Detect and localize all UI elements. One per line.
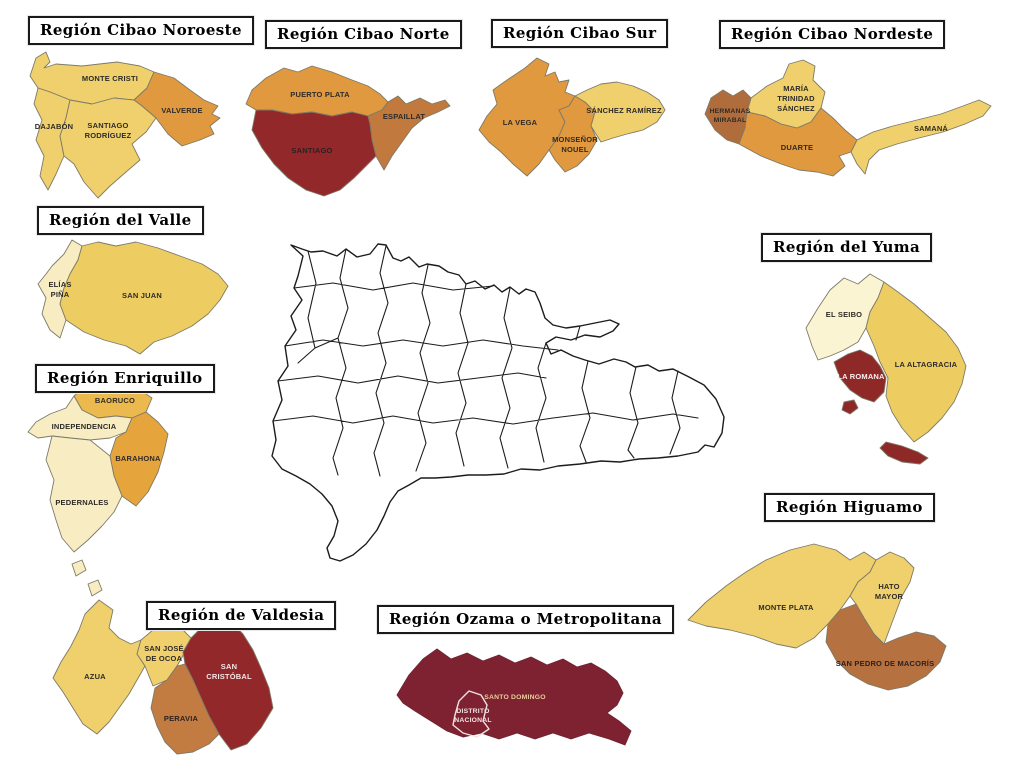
label-azua: AZUA [84, 672, 106, 681]
label-san-pedro-de-macoris: SAN PEDRO DE MACORÍS [836, 659, 935, 668]
label-sanchez-ramirez: SÁNCHEZ RAMÍREZ [586, 106, 662, 115]
label-la-romana: LA ROMANA [837, 372, 885, 381]
map-enriquillo: BAORUCO INDEPENDENCIA BARAHONA PEDERNALE… [22, 368, 202, 603]
map-yuma: EL SEIBO LA ALTAGRACIA LA ROMANA [778, 266, 992, 470]
region-title-valle: Región del Valle [37, 206, 204, 235]
province-duarte [738, 107, 858, 177]
region-title-valdesia: Región de Valdesia [146, 601, 337, 630]
label-distrito-nacional-1: DISTRITO [456, 708, 489, 715]
region-title-cibao-norte: Región Cibao Norte [265, 20, 462, 49]
label-duarte: DUARTE [781, 143, 813, 152]
label-santo-domingo: SANTO DOMINGO [484, 694, 545, 701]
label-santiago-rodriguez-1: SANTIAGO [87, 121, 128, 130]
map-higuamo: MONTE PLATA HATO MAYOR SAN PEDRO DE MACO… [678, 524, 968, 716]
region-title-higuamo: Región Higuamo [764, 493, 935, 522]
label-la-vega: LA VEGA [503, 118, 538, 127]
label-hato-mayor-2: MAYOR [875, 592, 904, 601]
province-pedernales [45, 435, 123, 553]
region-title-cibao-nordeste: Región Cibao Nordeste [719, 20, 946, 49]
province-san-juan [59, 241, 229, 355]
province-hermanas-mirabal [704, 89, 752, 145]
province-samana [850, 99, 992, 175]
label-hermanas-mirabal-1: HERMANAS [710, 108, 751, 115]
province-santiago [251, 109, 377, 197]
label-valverde: VALVERDE [161, 106, 202, 115]
label-hermanas-mirabal-2: MIRABAL [714, 117, 747, 124]
label-la-altagracia: LA ALTAGRACIA [895, 360, 958, 369]
label-puerto-plata: PUERTO PLATA [290, 90, 350, 99]
province-santiago-rodriguez [59, 97, 157, 199]
label-santiago: SANTIAGO [291, 146, 332, 155]
label-pedernales: PEDERNALES [55, 498, 108, 507]
map-cibao-sur: LA VEGA MONSEÑOR NOUEL SÁNCHEZ RAMÍREZ [463, 50, 680, 198]
distrito-nacional-outline [452, 690, 490, 738]
province-azua [52, 599, 146, 735]
label-santiago-rodriguez-2: RODRÍGUEZ [85, 131, 132, 140]
label-samana: SAMANÁ [914, 124, 948, 133]
label-monte-plata: MONTE PLATA [758, 603, 814, 612]
map-cibao-norte: PUERTO PLATA ESPAILLAT SANTIAGO [240, 52, 457, 205]
label-elias-pina-1: ELÍAS [48, 280, 71, 289]
beata-islet [87, 579, 103, 597]
label-maria-trinidad-sanchez-1: MARÍA [783, 84, 809, 93]
label-distrito-nacional-2: NACIONAL [454, 717, 491, 724]
region-title-cibao-sur: Región Cibao Sur [491, 19, 669, 48]
label-maria-trinidad-sanchez-3: SÁNCHEZ [777, 104, 815, 113]
label-san-jose-de-ocoa-1: SAN JOSÉ [144, 644, 184, 653]
map-cibao-noroeste: MONTE CRISTI VALVERDE DAJABÓN SANTIAGO R… [22, 48, 237, 206]
label-peravia: PERAVIA [164, 714, 199, 723]
map-valle: ELÍAS PIÑA SAN JUAN [14, 236, 242, 362]
region-title-cibao-noroeste: Región Cibao Noroeste [28, 16, 254, 45]
la-romana-islet [841, 399, 859, 415]
province-santo-domingo [396, 648, 632, 746]
province-borders [272, 245, 699, 477]
province-san-pedro-de-macoris [825, 603, 947, 691]
map-valdesia: AZUA SAN JOSÉ DE OCOA SAN CRISTÓBAL PERA… [33, 588, 330, 768]
province-la-romana [833, 349, 887, 403]
label-elias-pina-2: PIÑA [51, 290, 70, 299]
province-la-altagracia [865, 281, 967, 443]
label-independencia: INDEPENDENCIA [52, 422, 117, 431]
map-ozama: SANTO DOMINGO DISTRITO NACIONAL [385, 637, 640, 768]
map-country-outline [258, 228, 730, 568]
label-hato-mayor-1: HATO [878, 582, 899, 591]
label-san-juan: SAN JUAN [122, 291, 162, 300]
label-maria-trinidad-sanchez-2: TRINIDAD [777, 94, 815, 103]
label-monsenor-nouel-1: MONSEÑOR [552, 135, 598, 144]
map-cibao-nordeste: HERMANAS MIRABAL MARÍA TRINIDAD SÁNCHEZ … [693, 52, 1007, 200]
label-espaillat: ESPAILLAT [383, 112, 426, 121]
label-san-jose-de-ocoa-2: DE OCOA [146, 654, 183, 663]
region-title-ozama: Región Ozama o Metropolitana [377, 605, 675, 634]
label-baoruco: BAORUCO [95, 396, 135, 405]
label-san-cristobal-1: SAN [221, 662, 237, 671]
label-monte-cristi: MONTE CRISTI [82, 74, 138, 83]
region-title-yuma: Región del Yuma [761, 233, 933, 262]
region-title-enriquillo: Región Enriquillo [35, 364, 215, 393]
label-barahona: BARAHONA [115, 454, 161, 463]
province-barahona [109, 411, 169, 507]
beata-island [71, 559, 87, 577]
label-monsenor-nouel-2: NOUEL [561, 145, 588, 154]
label-el-seibo: EL SEIBO [826, 310, 862, 319]
country-outline [271, 243, 725, 562]
province-peravia [150, 663, 220, 755]
label-dajabon: DAJABÓN [35, 122, 74, 131]
saona-island [879, 441, 929, 465]
label-san-cristobal-2: CRISTÓBAL [206, 672, 252, 681]
province-sanchez-ramirez [574, 81, 666, 143]
